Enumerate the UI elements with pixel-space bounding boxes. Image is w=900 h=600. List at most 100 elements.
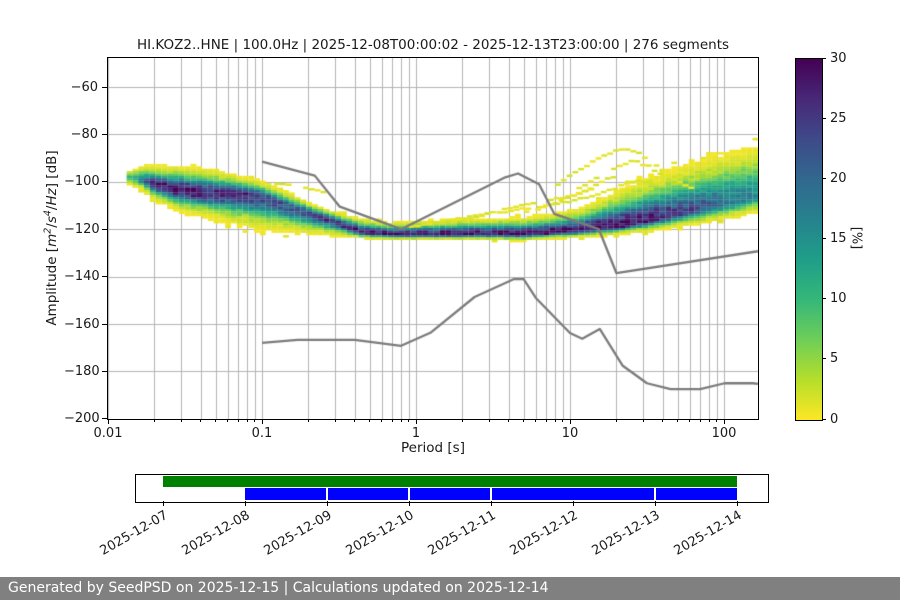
x-minor-tick-mark	[180, 419, 182, 422]
timeline-date-label: 2025-12-11	[425, 508, 499, 559]
x-tick-label: 0.01	[93, 426, 123, 441]
x-minor-tick-mark	[215, 419, 217, 422]
y-tick-mark	[102, 418, 107, 420]
timeline-tick-mark	[162, 501, 164, 506]
y-tick-label: −100	[64, 174, 100, 190]
ppsd-heatmap-canvas	[108, 58, 758, 419]
x-tick-label: 0.1	[251, 426, 273, 441]
x-minor-tick-mark	[254, 419, 256, 422]
y-tick-mark	[102, 133, 107, 135]
colorbar-label: [%]	[848, 226, 864, 250]
x-minor-tick-mark	[508, 419, 510, 422]
y-tick-mark	[102, 181, 107, 183]
colorbar	[795, 58, 823, 421]
x-tick-mark	[723, 419, 725, 424]
x-minor-tick-mark	[689, 419, 691, 422]
y-tick-mark	[102, 323, 107, 325]
timeline-date-label: 2025-12-10	[343, 508, 417, 559]
colorbar-tick-label: 10	[830, 291, 847, 307]
x-minor-tick-mark	[307, 419, 309, 422]
timeline-date-label: 2025-12-08	[179, 508, 253, 559]
coverage-gap	[326, 488, 328, 500]
x-axis-label: Period [s]	[401, 440, 465, 456]
y-tick-mark	[102, 370, 107, 372]
y-tick-mark	[102, 228, 107, 230]
x-minor-tick-mark	[246, 419, 248, 422]
y-tick-label: −80	[70, 126, 98, 142]
timeline-tick-mark	[572, 501, 574, 506]
coverage-gap	[490, 488, 492, 500]
x-tick-label: 10	[561, 426, 579, 441]
x-minor-tick-mark	[334, 419, 336, 422]
x-minor-tick-mark	[369, 419, 371, 422]
colorbar-tick-mark	[822, 57, 826, 59]
x-minor-tick-mark	[400, 419, 402, 422]
y-tick-label: −120	[64, 221, 100, 237]
x-minor-tick-mark	[716, 419, 718, 422]
x-tick-label: 1	[411, 426, 421, 441]
colorbar-tick-mark	[822, 238, 826, 239]
timeline-date-label: 2025-12-13	[589, 508, 663, 559]
colorbar-tick-label: 5	[830, 351, 839, 367]
x-minor-tick-mark	[408, 419, 410, 422]
y-tick-mark	[102, 276, 107, 278]
x-minor-tick-mark	[354, 419, 356, 422]
timeline-tick-mark	[654, 501, 656, 506]
colorbar-tick-mark	[822, 298, 826, 300]
timeline-date-label: 2025-12-12	[507, 508, 581, 559]
ppsd-plot-area	[107, 57, 759, 420]
timeline-date-label: 2025-12-09	[261, 508, 335, 559]
x-minor-tick-mark	[699, 419, 701, 422]
x-minor-tick-mark	[227, 419, 229, 422]
x-minor-tick-mark	[381, 419, 383, 422]
x-tick-mark	[569, 419, 571, 424]
y-tick-label: −160	[64, 316, 100, 332]
y-tick-mark	[102, 86, 107, 88]
timeline-tick-mark	[736, 501, 738, 506]
x-minor-tick-mark	[708, 419, 710, 422]
timeline-tick-mark	[326, 501, 328, 506]
x-minor-tick-mark	[535, 419, 537, 422]
timeline-date-label: 2025-12-07	[97, 508, 171, 559]
y-tick-label: −200	[64, 411, 100, 427]
timeline-date-label: 2025-12-14	[671, 508, 745, 559]
x-minor-tick-mark	[461, 419, 463, 422]
x-minor-tick-mark	[562, 419, 564, 422]
footer-status-bar: Generated by SeedPSD on 2025-12-15 | Cal…	[0, 577, 900, 600]
y-axis-label: Amplitude [m2/s4/Hz] [dB]	[42, 150, 60, 326]
colorbar-tick-label: 30	[830, 50, 847, 66]
colorbar-tick-label: 25	[830, 110, 847, 126]
x-minor-tick-mark	[545, 419, 547, 422]
colorbar-tick-mark	[822, 358, 826, 360]
x-minor-tick-mark	[662, 419, 664, 422]
timeline-tick-mark	[244, 501, 246, 506]
colorbar-tick-mark	[822, 418, 826, 420]
x-minor-tick-mark	[237, 419, 239, 422]
y-tick-label: −180	[64, 363, 100, 379]
x-tick-label: 100	[711, 426, 737, 441]
plot-title: HI.KOZ2..HNE | 100.0Hz | 2025-12-08T00:0…	[136, 37, 730, 53]
x-minor-tick-mark	[391, 419, 393, 422]
coverage-bar-green-fill	[163, 476, 737, 487]
x-minor-tick-mark	[615, 419, 617, 422]
x-minor-tick-mark	[677, 419, 679, 422]
x-minor-tick-mark	[642, 419, 644, 422]
x-minor-tick-mark	[153, 419, 155, 422]
colorbar-tick-mark	[822, 117, 826, 119]
timeline-tick-mark	[490, 501, 492, 506]
y-tick-label: −60	[70, 79, 98, 95]
x-minor-tick-mark	[200, 419, 202, 422]
coverage-gap	[654, 488, 656, 500]
colorbar-tick-label: 20	[830, 170, 847, 186]
colorbar-tick-label: 15	[830, 231, 847, 246]
x-minor-tick-mark	[554, 419, 556, 422]
colorbar-tick-label: 0	[830, 411, 839, 427]
y-tick-label: −140	[64, 269, 100, 285]
x-minor-tick-mark	[523, 419, 525, 422]
colorbar-tick-mark	[822, 177, 826, 179]
x-tick-mark	[107, 419, 109, 424]
timeline-tick-mark	[408, 501, 410, 506]
x-tick-mark	[415, 419, 417, 424]
coverage-gap	[408, 488, 410, 500]
